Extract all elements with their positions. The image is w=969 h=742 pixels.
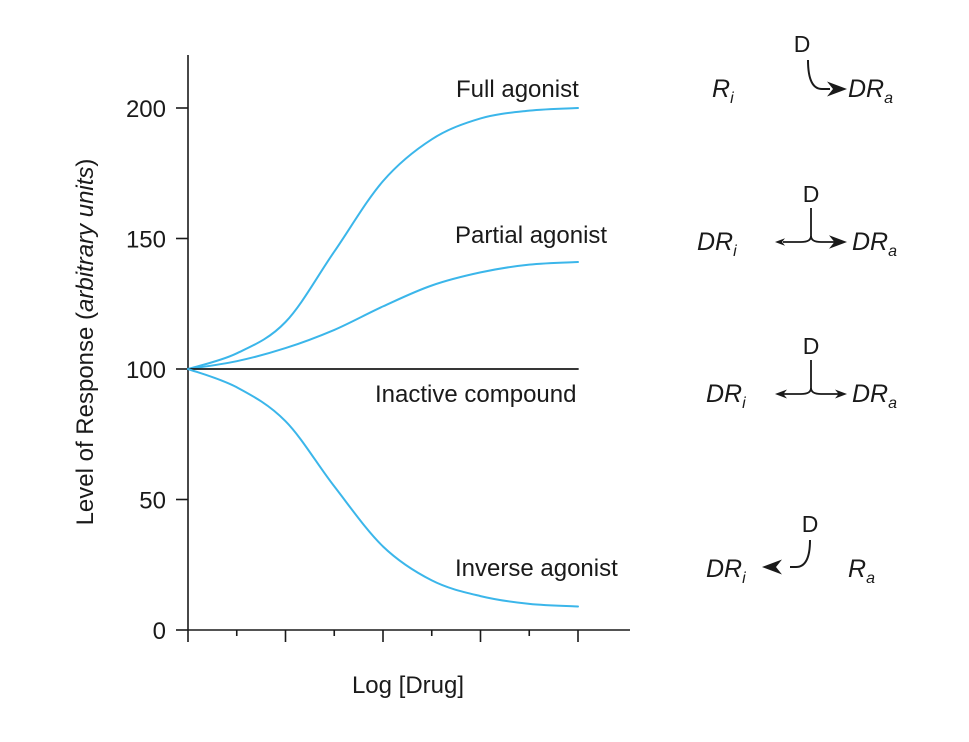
- scheme-left-state-main: DR: [706, 380, 742, 408]
- y-tick-label: 200: [126, 96, 166, 123]
- scheme-left-state-subscript: i: [730, 90, 734, 107]
- scheme-right-state-main: DR: [852, 228, 888, 256]
- curve-label-inverse-agonist: Inverse agonist: [455, 555, 618, 582]
- scheme-right-state-subscript: a: [866, 570, 875, 587]
- scheme-arrowhead-right: [827, 81, 847, 97]
- scheme-right-state-main: DR: [852, 380, 888, 408]
- series-line-full-agonist: [187, 107, 579, 370]
- ticks: 0 50 100 150 200: [126, 96, 579, 645]
- scheme-bond: [807, 59, 830, 90]
- scheme-left-state-main: R: [712, 75, 730, 103]
- scheme-arrowhead-right: [835, 389, 847, 399]
- scheme-drug-label: D: [803, 181, 820, 207]
- x-axis-title: Log [Drug]: [352, 672, 464, 699]
- scheme-arrowhead-left: [775, 389, 787, 399]
- scheme-bond-left: [783, 360, 812, 395]
- scheme-left-state-main: DR: [697, 228, 733, 256]
- scheme-row-1: Ri D DRa: [712, 31, 893, 107]
- scheme-right-state: Ra: [848, 555, 875, 587]
- y-axis-title: Level of Response (arbitrary units): [72, 159, 99, 526]
- y-axis-title-italic: arbitrary units: [72, 167, 99, 312]
- curve-label-inactive-compound: Inactive compound: [375, 381, 576, 408]
- scheme-bond-right: [810, 235, 839, 243]
- y-tick-label: 50: [139, 488, 166, 515]
- y-tick-label: 150: [126, 227, 166, 254]
- axes: Log [Drug] Level of Response (arbitrary u…: [72, 55, 630, 699]
- scheme-right-state: DRa: [852, 228, 897, 260]
- scheme-bond-left: [783, 208, 812, 243]
- curve-labels: Full agonist Partial agonist Inactive comp…: [375, 76, 618, 582]
- y-tick-label: 100: [126, 357, 166, 384]
- scheme-drug-label: D: [802, 511, 819, 537]
- scheme-left-state: DRi: [706, 380, 746, 412]
- scheme-right-state-subscript: a: [888, 395, 897, 412]
- y-axis-title-suffix: ): [72, 159, 99, 167]
- scheme-arrowhead-right: [829, 235, 847, 249]
- scheme-right-state-subscript: a: [884, 90, 893, 107]
- scheme-left-state-main: DR: [706, 555, 742, 583]
- scheme-left-state-subscript: i: [742, 570, 746, 587]
- scheme-left-state: Ri: [712, 75, 734, 107]
- scheme-right-state-main: R: [848, 555, 866, 583]
- series-line-inverse-agonist: [187, 368, 579, 608]
- series-layer: [187, 107, 579, 608]
- series-line-partial-agonist: [187, 261, 579, 370]
- scheme-right-state: DRa: [852, 380, 897, 412]
- scheme-right-state-subscript: a: [888, 243, 897, 260]
- scheme-drug-label: D: [794, 31, 811, 57]
- scheme-drug-label: D: [803, 333, 820, 359]
- curve-label-full-agonist: Full agonist: [456, 76, 579, 103]
- scheme-bond: [790, 539, 811, 568]
- scheme-right-state-main: DR: [848, 75, 884, 103]
- y-axis-title-prefix: Level of Response (: [72, 312, 99, 525]
- scheme-right-state: DRa: [848, 75, 893, 107]
- y-tick-label: 0: [153, 618, 166, 645]
- scheme-left-state: DRi: [697, 228, 737, 260]
- curve-label-partial-agonist: Partial agonist: [455, 222, 607, 249]
- scheme-left-state: DRi: [706, 555, 746, 587]
- scheme-left-state-subscript: i: [733, 243, 737, 260]
- scheme-bond-right: [810, 387, 839, 395]
- scheme-arrowhead-left: [762, 559, 782, 575]
- scheme-left-state-subscript: i: [742, 395, 746, 412]
- scheme-arrowhead-left: [775, 238, 785, 246]
